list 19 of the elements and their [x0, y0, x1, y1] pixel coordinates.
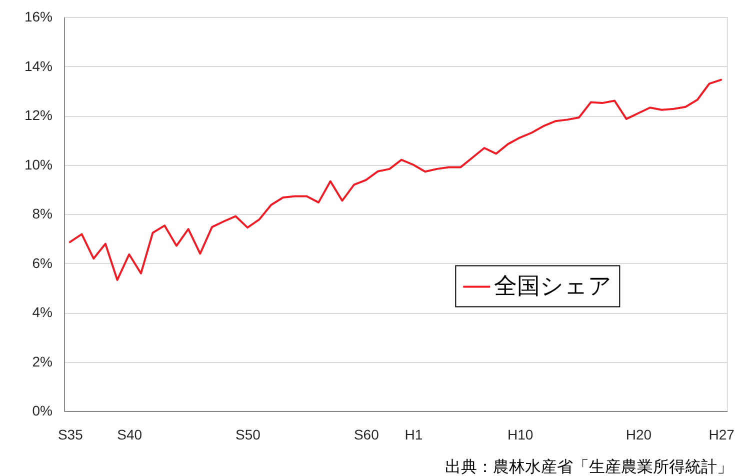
x-tick-label: H10 [507, 426, 534, 442]
y-tick-label: 2% [32, 353, 52, 370]
x-tick-label: S50 [236, 426, 261, 442]
y-tick-label: 14% [24, 58, 52, 74]
x-tick-label: H27 [708, 426, 735, 442]
y-tick-label: 10% [24, 156, 52, 172]
source-note: 出典：農林水産省「生産農業所得統計」 [445, 458, 733, 476]
y-tick-label: 6% [32, 254, 52, 271]
y-tick-label: 4% [32, 304, 52, 320]
y-tick-label: 12% [24, 107, 52, 123]
x-tick-label: S35 [58, 426, 84, 442]
x-tick-label: H1 [404, 426, 423, 442]
y-tick-label: 8% [32, 206, 52, 222]
legend-label: 全国シェア [494, 272, 612, 299]
x-tick-label: H20 [626, 426, 652, 442]
x-tick-label: S40 [117, 426, 142, 442]
y-tick-label: 0% [32, 402, 52, 418]
x-tick-label: S60 [354, 426, 380, 442]
y-tick-label: 16% [24, 8, 52, 24]
